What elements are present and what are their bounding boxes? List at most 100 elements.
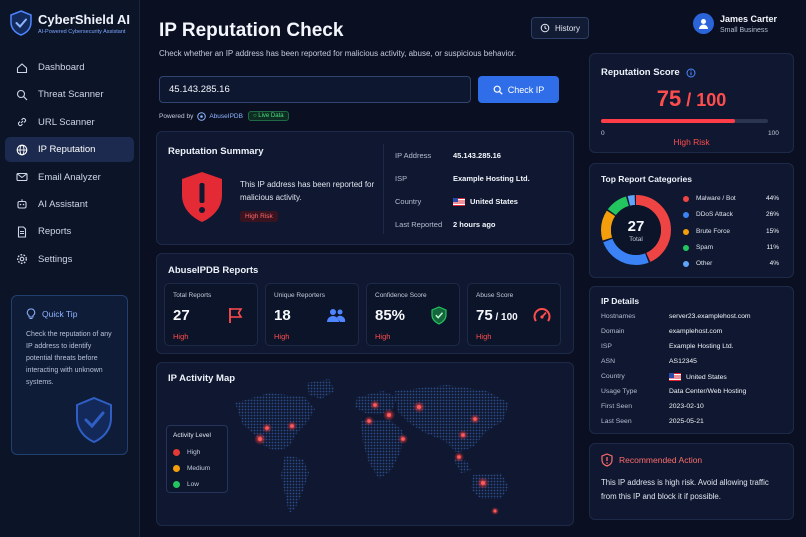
activity-markers [254, 400, 499, 515]
sidebar-item-ai-assistant[interactable]: AI Assistant [5, 192, 134, 217]
sidebar-item-dashboard[interactable]: Dashboard [5, 55, 134, 80]
category-row-other: Other 4% [683, 260, 779, 267]
legend-label: Medium [187, 464, 211, 472]
warning-shield-icon [182, 172, 222, 222]
stat-label: Unique Reporters [274, 292, 325, 299]
detail-value: Data Center/Web Hosting [669, 388, 747, 395]
user-role: Small Business [720, 26, 768, 34]
legend-item-low: Low [173, 476, 221, 492]
score-number: 75 [656, 86, 682, 111]
field-value: 2 hours ago [453, 220, 496, 229]
detail-label: Hostnames [601, 313, 636, 320]
history-button[interactable]: History [531, 17, 589, 39]
lightbulb-icon [26, 308, 36, 319]
us-flag-icon [453, 197, 465, 206]
summary-message: This IP address has been reported for ma… [240, 180, 375, 202]
user-name: James Carter [720, 13, 778, 24]
donut-total-value: 27 [627, 218, 645, 235]
source-link[interactable]: AbuseIPDB [197, 111, 243, 121]
reputation-score-header: Reputation Score [601, 67, 696, 78]
sidebar-item-threat-scanner[interactable]: Threat Scanner [5, 82, 134, 107]
country-name: United States [686, 373, 727, 381]
stat-label: Confidence Score [375, 292, 427, 299]
user-menu[interactable]: James Carter Small Business [693, 13, 777, 34]
abuse-score-value: 75 [476, 307, 493, 324]
info-icon[interactable] [686, 68, 696, 78]
detail-label: Country [601, 373, 625, 380]
legend-label: Low [187, 480, 199, 488]
score-max: 100 [696, 90, 727, 110]
mail-icon [16, 171, 28, 183]
alert-shield-icon [601, 453, 613, 467]
detail-value: examplehost.com [669, 328, 723, 335]
ip-search-input[interactable] [159, 76, 471, 103]
history-icon [540, 23, 550, 33]
category-dot [683, 244, 689, 251]
legend-title: Activity Level [173, 432, 211, 439]
category-label: DDoS Attack [696, 211, 733, 218]
avatar [693, 13, 714, 34]
stat-confidence-score: Confidence Score 85% High [366, 283, 460, 346]
page-title: IP Reputation Check [159, 20, 344, 41]
stat-severity: High [375, 332, 391, 341]
reputation-score-title: Reputation Score [601, 67, 680, 78]
map-legend: Activity Level High Medium Low [166, 425, 228, 493]
stat-value: 75 / 100 [476, 307, 518, 324]
quick-tip-card: Quick Tip Check the reputation of any IP… [11, 295, 128, 455]
source-name: AbuseIPDB [209, 112, 243, 120]
recommended-action-text: This IP address is high risk. Avoid allo… [601, 478, 769, 501]
reputation-summary-card: Reputation Summary This IP address has b… [156, 131, 574, 245]
stat-severity: High [476, 332, 492, 341]
legend-dot [173, 448, 180, 456]
donut-slice-1 [601, 195, 671, 265]
stat-value: 18 [274, 307, 291, 324]
world-map[interactable] [157, 363, 574, 526]
quick-tip-title-row: Quick Tip [26, 308, 113, 320]
category-label: Malware / Bot [696, 195, 736, 202]
sidebar-item-settings[interactable]: Settings [5, 247, 134, 272]
detail-label: ASN [601, 358, 615, 365]
powered-by-label: Powered by [159, 112, 194, 120]
category-dot [683, 228, 689, 235]
stat-severity: High [274, 332, 290, 341]
category-label: Other [696, 260, 713, 267]
detail-value: 2023-02-10 [669, 403, 704, 410]
home-icon [16, 62, 28, 74]
legend-label: High [187, 448, 201, 456]
sidebar-nav: Dashboard Threat Scanner URL Scanner IP … [5, 55, 134, 274]
brand[interactable]: CyberShield AI AI-Powered Cybersecurity … [10, 10, 130, 36]
top-report-categories-card: Top Report Categories 27 Total Malware /… [589, 163, 794, 278]
us-flag-icon [669, 373, 681, 381]
score-level: High Risk [673, 137, 710, 147]
users-icon [327, 309, 346, 322]
check-ip-button-label: Check IP [507, 84, 545, 95]
category-dot [683, 260, 689, 267]
reputation-summary-title: Reputation Summary [168, 146, 264, 157]
score-axis-min: 0 [601, 130, 605, 137]
sidebar-item-email-analyzer[interactable]: Email Analyzer [5, 165, 134, 190]
powered-by: Powered by AbuseIPDB ○ Live Data [159, 111, 289, 121]
detail-value: United States [669, 373, 727, 381]
sidebar-item-label: Email Analyzer [38, 171, 101, 183]
category-label: Brute Force [696, 228, 730, 235]
detail-value: 2025-05-21 [669, 418, 704, 425]
detail-value: AS12345 [669, 358, 697, 365]
legend-item-medium: Medium [173, 460, 221, 476]
categories-donut-chart[interactable] [599, 193, 673, 267]
sidebar-item-url-scanner[interactable]: URL Scanner [5, 110, 134, 135]
map-title: IP Activity Map [168, 373, 236, 384]
detail-label: Usage Type [601, 388, 638, 395]
detail-label: Last Seen [601, 418, 632, 425]
score-progress-bar [601, 119, 768, 123]
stat-abuse-score: Abuse Score 75 / 100 High [467, 283, 561, 346]
field-value: Example Hosting Ltd. [453, 174, 530, 183]
sidebar-item-reports[interactable]: Reports [5, 219, 134, 244]
document-icon [16, 226, 28, 238]
detail-label: ISP [601, 343, 612, 350]
check-ip-button[interactable]: Check IP [478, 76, 559, 103]
sidebar-item-ip-reputation[interactable]: IP Reputation [5, 137, 134, 163]
flag-icon [229, 308, 243, 323]
category-row-malware: Malware / Bot 44% [683, 195, 779, 202]
sidebar: CyberShield AI AI-Powered Cybersecurity … [0, 0, 140, 537]
ip-details-title: IP Details [601, 296, 640, 306]
